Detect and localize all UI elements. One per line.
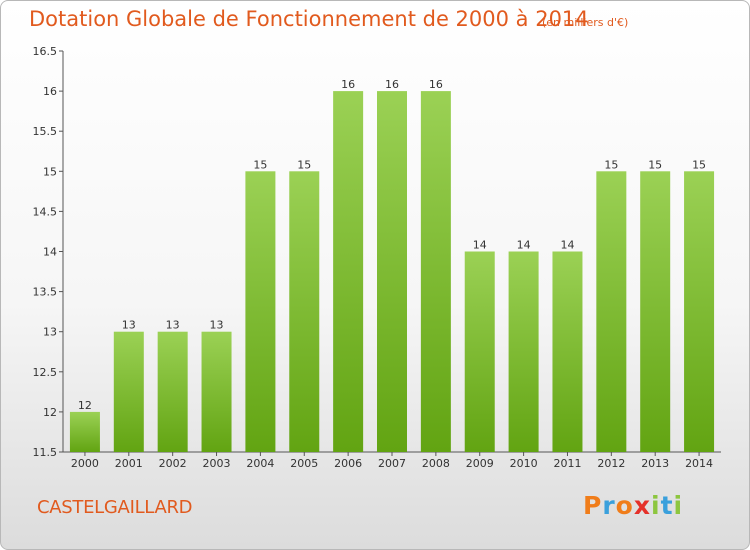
data-label-2004: 15 [253,158,267,171]
logo-letter: i [673,491,684,520]
data-label-2008: 16 [429,78,443,91]
bar-2012 [596,171,627,453]
proxiti-logo[interactable]: Proxiti [583,491,683,520]
x-tick-label: 2005 [290,457,318,470]
logo-letter: t [660,491,674,520]
bar-2010 [508,251,539,452]
x-tick-label: 2008 [422,457,450,470]
y-tick-label: 13.5 [33,286,58,299]
data-label-2001: 13 [122,319,136,332]
data-label-2003: 13 [210,319,224,332]
y-tick-label: 12 [43,406,57,419]
y-tick-label: 13 [43,326,57,339]
x-tick-label: 2007 [378,457,406,470]
bar-2000 [69,411,100,452]
bar-2005 [289,171,320,453]
bar-2004 [245,171,276,453]
bar-2007 [377,91,407,452]
bar-2008 [420,91,451,452]
data-label-2010: 14 [517,239,531,252]
x-tick-label: 2010 [510,457,538,470]
x-tick-label: 2003 [203,457,231,470]
y-tick-label: 15.5 [33,125,58,138]
x-tick-label: 2013 [641,457,669,470]
bar-2009 [464,251,495,452]
logo-letter: o [615,491,634,520]
x-tick-label: 2012 [597,457,625,470]
logo-letter: i [651,491,661,520]
bar-2001 [113,331,144,452]
chart-title: Dotation Globale de Fonctionnement de 20… [29,7,589,31]
logo-letter: x [633,491,651,520]
data-label-2000: 12 [78,399,92,412]
y-tick-label: 15 [43,165,57,178]
y-tick-label: 12.5 [33,366,58,379]
data-label-2009: 14 [473,239,487,252]
x-tick-label: 2006 [334,457,362,470]
y-tick-label: 14 [43,246,57,259]
x-tick-label: 2000 [71,457,99,470]
data-label-2014: 15 [692,158,706,171]
y-tick-label: 16 [43,85,57,98]
data-label-2007: 16 [385,78,399,91]
data-label-2006: 16 [341,78,355,91]
data-label-2005: 15 [297,158,311,171]
bar-2003 [201,331,232,452]
data-label-2012: 15 [604,158,618,171]
data-label-2011: 14 [560,239,574,252]
bar-2014 [684,171,715,453]
bar-2002 [157,331,188,452]
logo-letter: r [602,491,616,520]
x-tick-label: 2001 [115,457,143,470]
bar-2006 [333,91,364,452]
data-label-2002: 13 [166,319,180,332]
x-tick-label: 2009 [466,457,494,470]
bar-2013 [640,171,671,453]
y-tick-label: 16.5 [33,45,58,58]
y-tick-label: 11.5 [33,446,58,459]
x-tick-label: 2014 [685,457,713,470]
x-tick-label: 2004 [246,457,274,470]
data-label-2013: 15 [648,158,662,171]
chart-subtitle: (en milliers d'€) [542,16,629,29]
x-tick-label: 2011 [553,457,581,470]
logo-letter: P [583,491,603,520]
x-tick-label: 2002 [159,457,187,470]
bar-2011 [552,251,583,452]
y-tick-label: 14.5 [33,205,58,218]
commune-name: CASTELGAILLARD [37,497,193,518]
